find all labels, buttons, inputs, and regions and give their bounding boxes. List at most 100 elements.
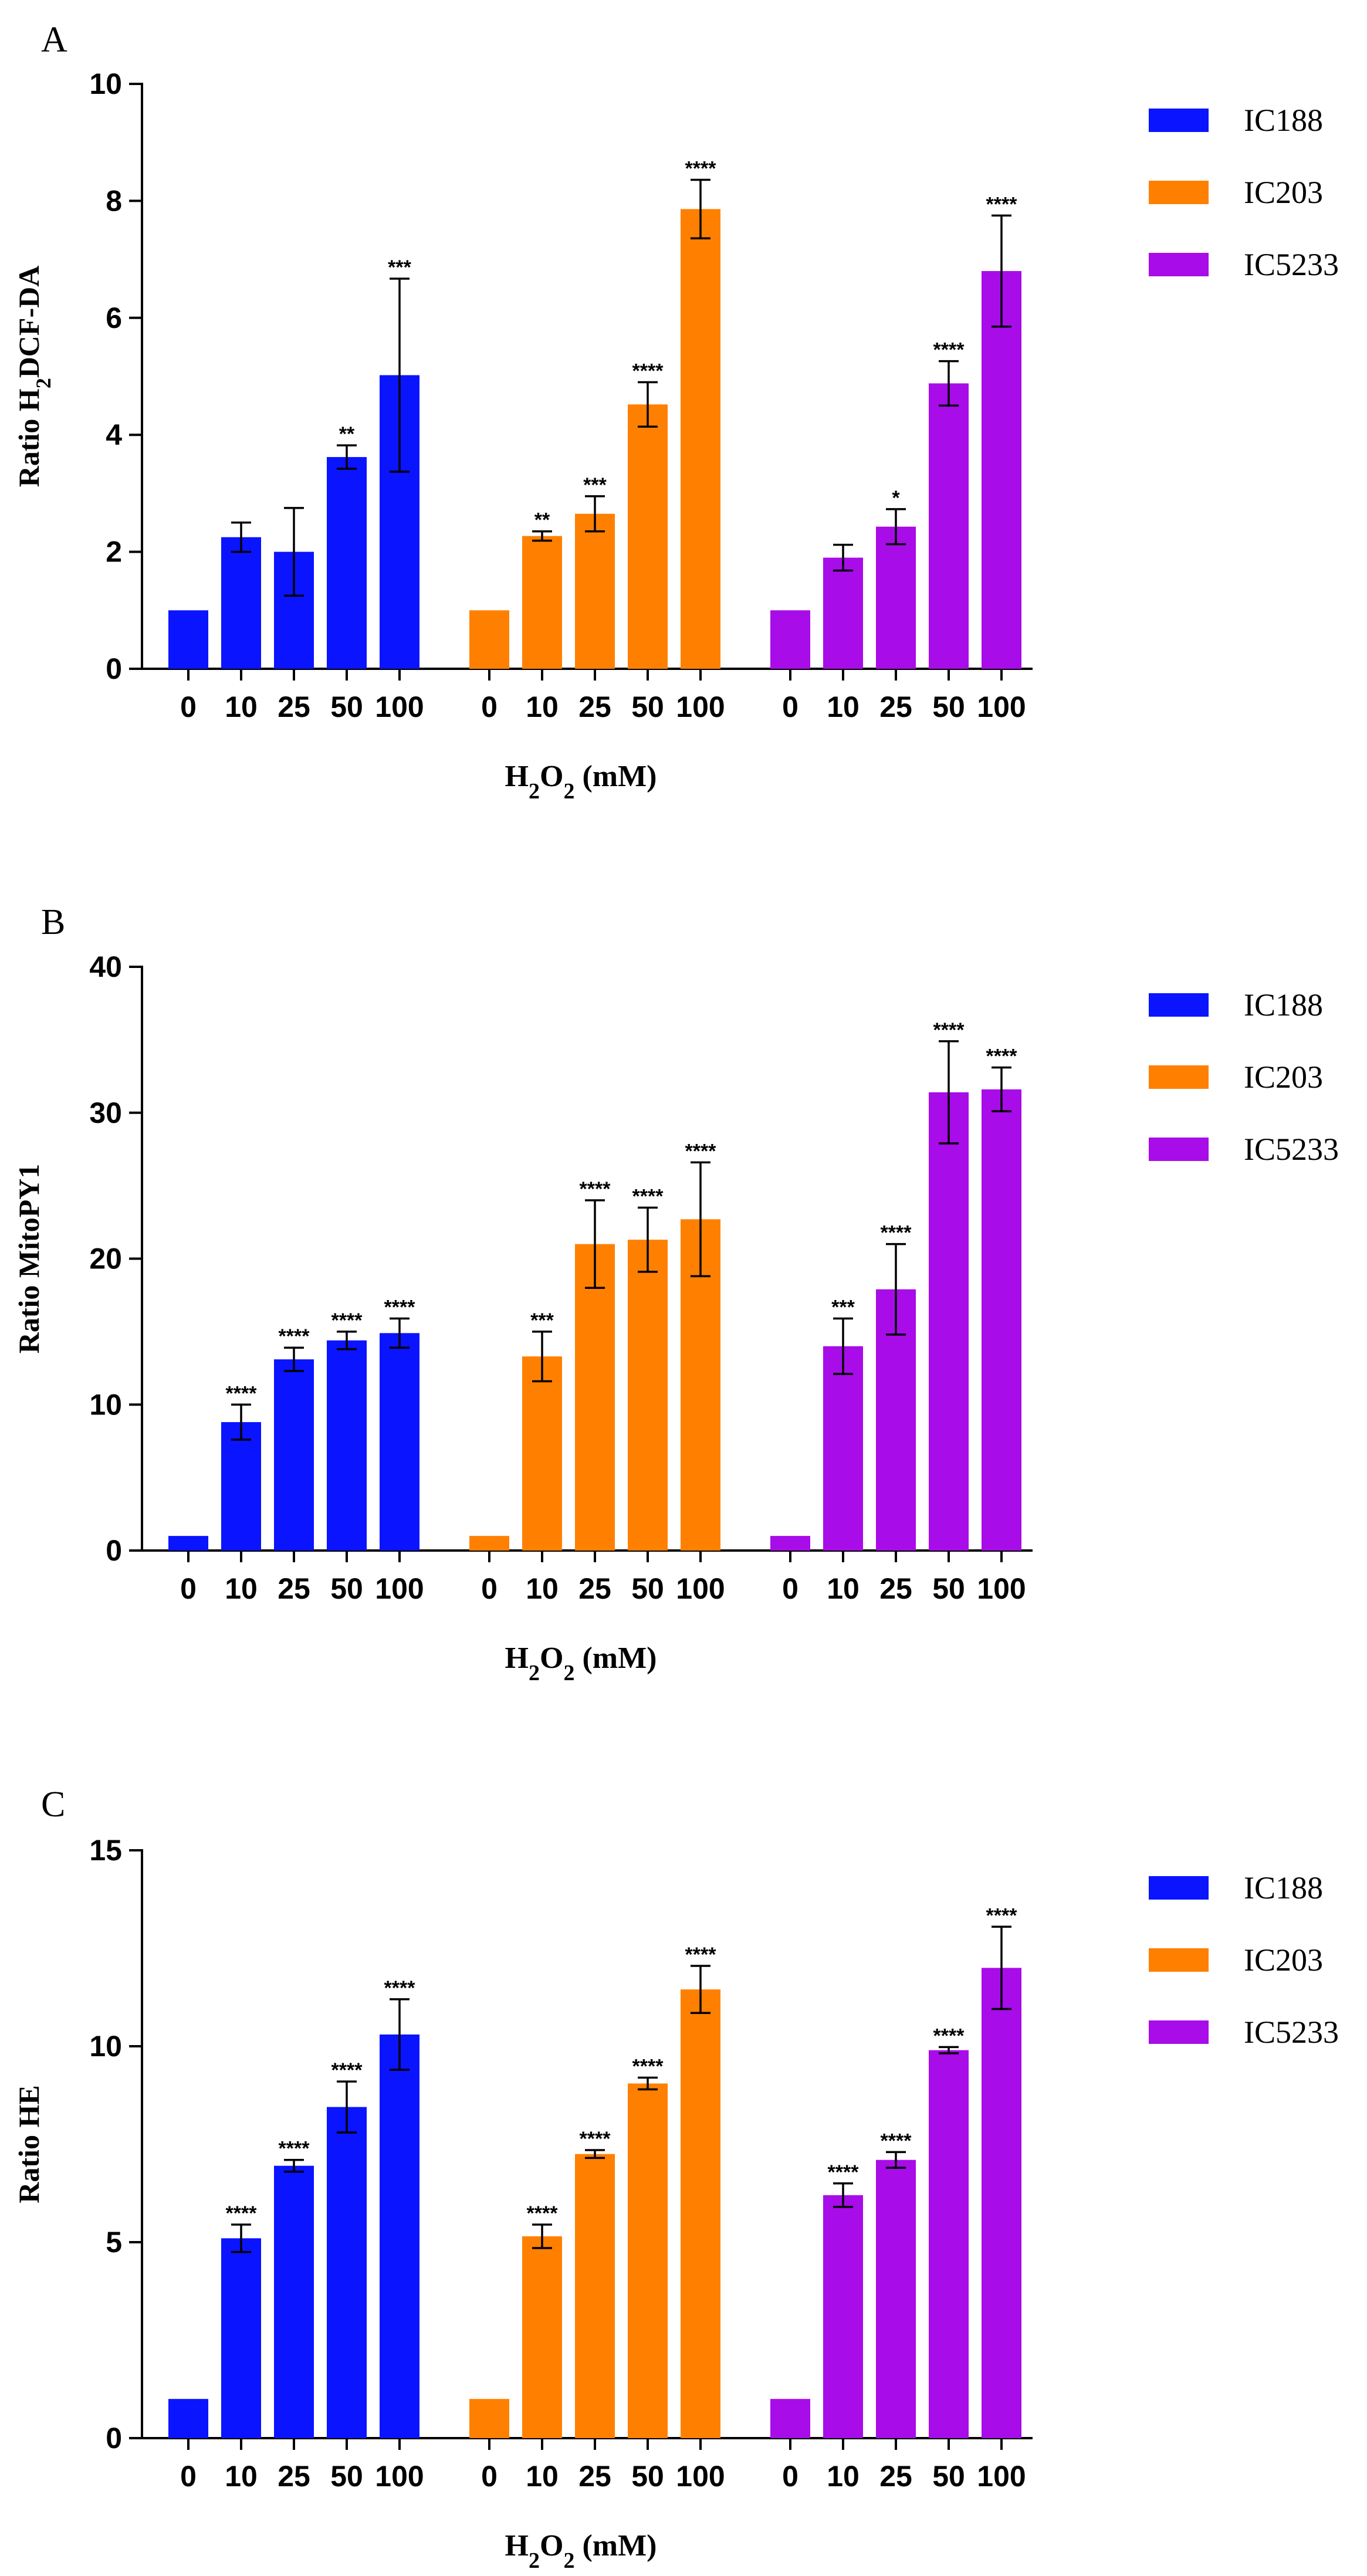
- legend-label: IC188: [1244, 103, 1323, 138]
- significance-label: ****: [279, 2138, 310, 2160]
- x-tick-label: 25: [278, 1572, 310, 1605]
- x-tick-label: 25: [578, 690, 611, 723]
- legend-label: IC203: [1244, 175, 1323, 210]
- panel-letter: A: [41, 20, 67, 60]
- x-tick-label: 10: [526, 2460, 559, 2493]
- x-tick-label: 100: [977, 1572, 1026, 1605]
- significance-label: ****: [580, 1178, 611, 1200]
- bar: [221, 1422, 261, 1551]
- x-axis-label-b: O: [540, 760, 563, 793]
- significance-label: ****: [279, 1325, 310, 1348]
- x-axis-label-sub1: 2: [529, 1661, 540, 1685]
- bar: [522, 536, 562, 669]
- x-tick-label: 50: [631, 2460, 664, 2493]
- y-tick-label: 4: [106, 418, 122, 451]
- significance-label: **: [339, 423, 355, 445]
- y-tick-label: 15: [89, 1834, 122, 1867]
- x-tick-label: 0: [180, 690, 197, 723]
- x-axis-label: H2O2 (mM): [505, 760, 657, 804]
- series-ic188: 0 10 **** 25 **** 50 **** 100 ****: [168, 1296, 424, 1605]
- y-tick-label: 2: [106, 536, 122, 568]
- x-tick-label: 0: [481, 1572, 498, 1605]
- significance-label: ****: [933, 2025, 965, 2047]
- x-axis-label-a: H: [505, 760, 529, 793]
- bar: [522, 2236, 562, 2438]
- bar: [823, 557, 863, 669]
- bar: [274, 1359, 314, 1551]
- y-tick-label: 10: [89, 67, 122, 100]
- bar: [982, 271, 1021, 669]
- series-ic203: 0 10 ** 25 *** 50 **** 100 ****: [469, 158, 725, 723]
- x-tick-label: 10: [225, 1572, 258, 1605]
- bar: [770, 1536, 810, 1551]
- bar: [929, 2050, 969, 2438]
- y-axis-label: Ratio MitoPY1: [12, 1164, 45, 1354]
- bar: [221, 537, 261, 669]
- significance-label: ****: [331, 2059, 363, 2081]
- x-tick-label: 25: [578, 2460, 611, 2493]
- legend-swatch: [1149, 993, 1209, 1017]
- x-tick-label: 100: [375, 690, 424, 723]
- series-ic188: 0 10 25 50 ** 100 ***: [168, 256, 424, 723]
- y-axis-label-sub: 2: [32, 378, 55, 388]
- x-axis-label-sub1: 2: [529, 2548, 540, 2573]
- legend-label: IC5233: [1244, 2015, 1339, 2050]
- x-tick-label: 100: [375, 1572, 424, 1605]
- legend-swatch: [1149, 109, 1209, 132]
- significance-label: ****: [226, 2202, 258, 2225]
- significance-label: *: [892, 487, 900, 509]
- legend-swatch: [1149, 2020, 1209, 2044]
- x-tick-label: 100: [375, 2460, 424, 2493]
- significance-label: ****: [685, 1140, 717, 1162]
- x-axis-label-c: (mM): [574, 2529, 657, 2563]
- x-tick-label: 50: [932, 1572, 965, 1605]
- legend-swatch: [1149, 1876, 1209, 1900]
- x-tick-label: 0: [782, 2460, 798, 2493]
- bar: [327, 457, 367, 669]
- y-axis-label: Ratio HE: [12, 2085, 45, 2203]
- x-axis-label-sub2: 2: [563, 779, 574, 804]
- bar: [628, 2083, 668, 2438]
- series-ic203: 0 10 **** 25 **** 50 **** 100 ****: [469, 1944, 725, 2493]
- bar: [168, 610, 208, 669]
- x-tick-label: 100: [676, 1572, 725, 1605]
- x-axis-label-sub2: 2: [563, 2548, 574, 2573]
- panel-letter: C: [41, 1785, 65, 1824]
- x-tick-label: 10: [225, 2460, 258, 2493]
- legend-label: IC188: [1244, 1870, 1323, 1905]
- y-tick-label: 0: [106, 652, 122, 685]
- x-tick-label: 0: [782, 1572, 798, 1605]
- bar: [469, 1536, 509, 1551]
- x-tick-label: 25: [879, 690, 912, 723]
- legend-swatch: [1149, 1138, 1209, 1161]
- bar: [380, 2034, 419, 2438]
- significance-label: ****: [828, 2161, 860, 2184]
- significance-label: ****: [986, 1904, 1018, 1927]
- bar: [522, 1356, 562, 1551]
- bar: [628, 404, 668, 669]
- legend-label: IC203: [1244, 1059, 1323, 1095]
- bar: [770, 2399, 810, 2438]
- x-tick-label: 0: [180, 2460, 197, 2493]
- legend-swatch: [1149, 1065, 1209, 1089]
- series-ic188: 0 10 **** 25 **** 50 **** 100 ****: [168, 1977, 424, 2493]
- y-tick-label: 30: [89, 1096, 122, 1129]
- x-axis-label-c: (mM): [574, 760, 657, 793]
- significance-label: ****: [226, 1382, 258, 1404]
- bar: [823, 1346, 863, 1551]
- legend: IC188 IC203 IC5233: [1149, 1870, 1339, 2050]
- x-tick-label: 50: [932, 690, 965, 723]
- x-tick-label: 50: [330, 1572, 363, 1605]
- significance-label: ****: [881, 2130, 912, 2152]
- legend-swatch: [1149, 1948, 1209, 1972]
- bar: [876, 2159, 916, 2438]
- significance-label: ****: [632, 1185, 664, 1207]
- x-tick-label: 25: [879, 1572, 912, 1605]
- bar: [168, 1536, 208, 1551]
- legend: IC188 IC203 IC5233: [1149, 103, 1339, 282]
- bar: [681, 209, 720, 669]
- x-axis-label-c: (mM): [574, 1641, 657, 1675]
- series-ic203: 0 10 *** 25 **** 50 **** 100 ****: [469, 1140, 725, 1605]
- legend-label: IC5233: [1244, 1132, 1339, 1167]
- x-tick-label: 25: [578, 1572, 611, 1605]
